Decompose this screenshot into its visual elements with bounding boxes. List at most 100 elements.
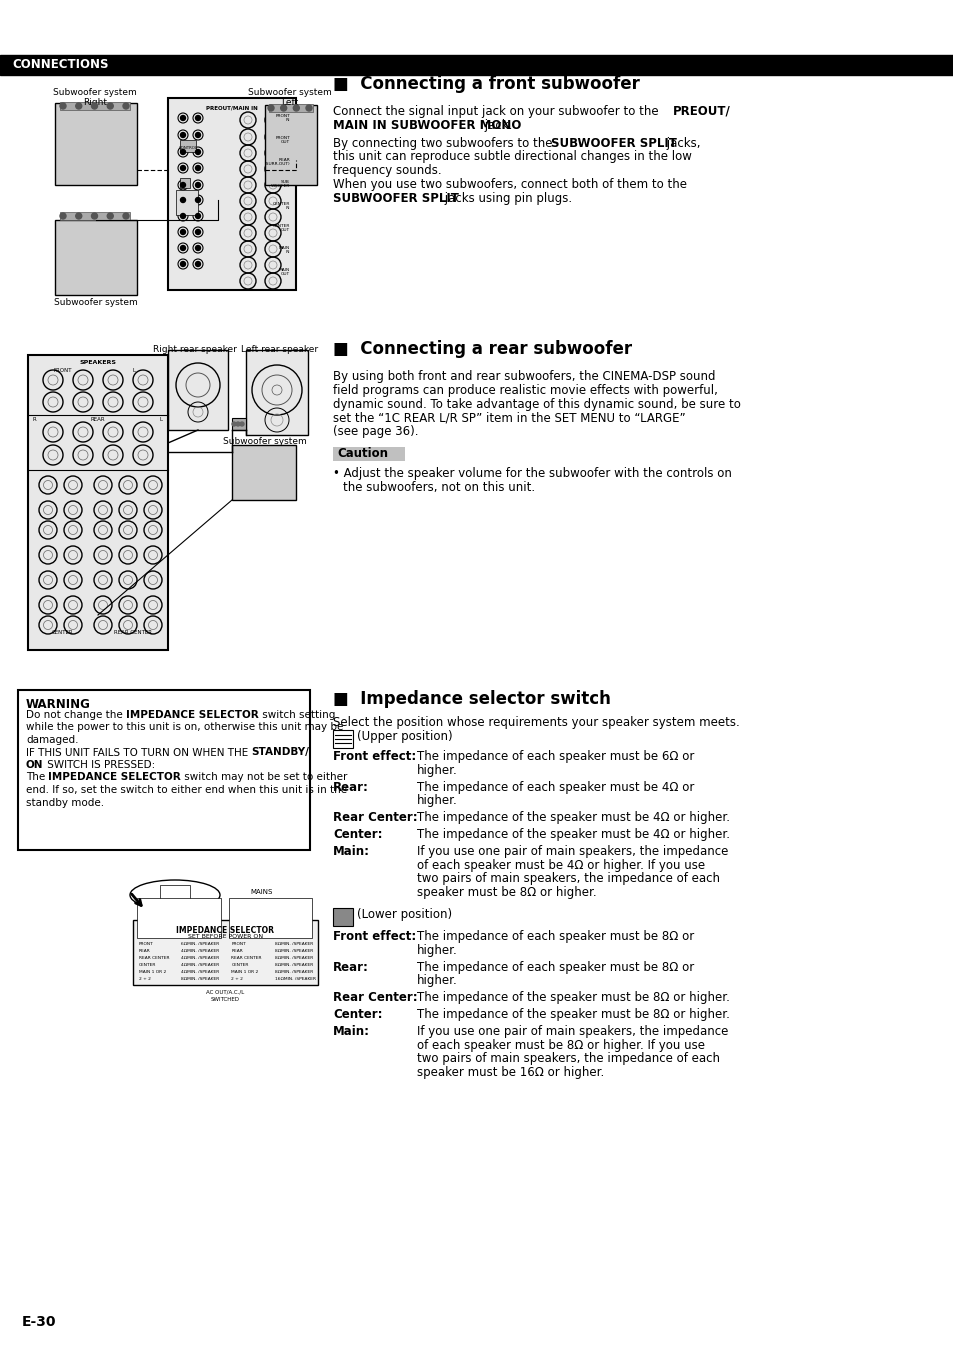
Text: (Lower position): (Lower position) [356, 908, 452, 921]
Text: field programs can produce realistic movie effects with powerful,: field programs can produce realistic mov… [333, 384, 717, 397]
Text: Center:: Center: [333, 1008, 382, 1021]
Text: 4ΩMIN. /SPEAKER: 4ΩMIN. /SPEAKER [181, 970, 219, 974]
Text: 4ΩMIN. /SPEAKER: 4ΩMIN. /SPEAKER [181, 948, 219, 952]
Bar [246, 350, 308, 435]
Circle shape [180, 115, 185, 120]
Bar [333, 908, 353, 925]
Text: SUBWOOFER SPLIT: SUBWOOFER SPLIT [333, 192, 458, 205]
Text: damaged.: damaged. [26, 735, 78, 744]
Bar [168, 350, 228, 430]
Text: ■  Impedance selector switch: ■ Impedance selector switch [333, 690, 610, 708]
Text: MAIN
OUT: MAIN OUT [278, 267, 290, 277]
Text: (see page 36).: (see page 36). [333, 426, 418, 438]
Text: CENTER
OUT: CENTER OUT [273, 224, 290, 232]
Bar [168, 99, 295, 290]
Text: Subwoofer system: Subwoofer system [53, 88, 136, 97]
Circle shape [195, 262, 200, 266]
Text: Left rear speaker: Left rear speaker [241, 345, 318, 354]
Bar [132, 920, 317, 985]
Text: REAR CENTER: REAR CENTER [139, 957, 170, 961]
Text: SET BEFORE POWER ON: SET BEFORE POWER ON [188, 934, 263, 939]
Text: 6ΩMIN. /SPEAKER: 6ΩMIN. /SPEAKER [181, 942, 219, 946]
Text: MAIN 1 OR 2: MAIN 1 OR 2 [232, 970, 258, 974]
Bar [0, 55, 953, 76]
Text: WARNING: WARNING [26, 698, 91, 711]
Text: MAINS: MAINS [250, 889, 273, 894]
Text: ■  Connecting a rear subwoofer: ■ Connecting a rear subwoofer [333, 340, 632, 358]
Text: (Upper position): (Upper position) [356, 730, 452, 743]
Text: 8ΩMIN. /SPEAKER: 8ΩMIN. /SPEAKER [275, 970, 314, 974]
Bar [232, 417, 246, 430]
Text: Right rear speaker: Right rear speaker [152, 345, 236, 354]
Text: MAIN IN SUBWOOFER MONO: MAIN IN SUBWOOFER MONO [333, 119, 521, 132]
Text: Subwoofer system: Subwoofer system [248, 88, 332, 97]
Text: higher.: higher. [416, 944, 457, 957]
Text: PREOUT/: PREOUT/ [672, 105, 730, 118]
Bar [28, 355, 168, 650]
Text: Main:: Main: [333, 1025, 370, 1038]
Text: REAR: REAR [91, 417, 105, 422]
Text: dynamic sound. To take advantage of this dynamic sound, be sure to: dynamic sound. To take advantage of this… [333, 397, 740, 411]
Text: L: L [132, 367, 136, 373]
Circle shape [180, 213, 185, 219]
Text: Do not change the: Do not change the [26, 711, 126, 720]
Text: FRONT: FRONT [232, 942, 246, 946]
Text: Front effect:: Front effect: [333, 929, 416, 943]
Text: 8ΩMIN. /SPEAKER: 8ΩMIN. /SPEAKER [275, 942, 314, 946]
Bar [230, 898, 312, 938]
Text: higher.: higher. [416, 794, 457, 808]
Bar [60, 212, 130, 220]
Text: jack.: jack. [480, 119, 512, 132]
Circle shape [91, 213, 97, 219]
Text: The: The [26, 773, 49, 782]
Circle shape [180, 230, 185, 235]
Text: CONNECTIONS: CONNECTIONS [12, 58, 109, 72]
Text: of each speaker must be 4Ω or higher. If you use: of each speaker must be 4Ω or higher. If… [416, 859, 704, 871]
Text: FRONT: FRONT [53, 367, 72, 373]
Text: FRONT
OUT: FRONT OUT [275, 135, 290, 145]
Circle shape [240, 422, 244, 426]
Circle shape [180, 182, 185, 188]
Text: SUBWOOFER SPLIT: SUBWOOFER SPLIT [551, 136, 677, 150]
Text: The impedance of each speaker must be 8Ω or: The impedance of each speaker must be 8Ω… [416, 929, 694, 943]
Circle shape [195, 166, 200, 170]
Text: PREOUT/MAIN IN: PREOUT/MAIN IN [206, 105, 257, 109]
Text: switch setting: switch setting [258, 711, 335, 720]
Text: CENTER: CENTER [52, 630, 73, 635]
Circle shape [195, 246, 200, 250]
Text: jacks using pin plugs.: jacks using pin plugs. [440, 192, 572, 205]
Bar [60, 101, 130, 109]
Text: CONTROL: CONTROL [178, 146, 197, 150]
Text: MAIN
IN: MAIN IN [278, 246, 290, 254]
Text: STANDBY/: STANDBY/ [252, 747, 309, 758]
Bar [55, 103, 137, 185]
Text: The impedance of the speaker must be 4Ω or higher.: The impedance of the speaker must be 4Ω … [416, 811, 729, 824]
Text: Connect the signal input jack on your subwoofer to the: Connect the signal input jack on your su… [333, 105, 661, 118]
Circle shape [268, 105, 274, 111]
Text: Left: Left [281, 99, 298, 107]
Text: switch may not be set to either: switch may not be set to either [181, 773, 347, 782]
Text: If you use one pair of main speakers, the impedance: If you use one pair of main speakers, th… [416, 844, 727, 858]
Text: end. If so, set the switch to either end when this unit is in the: end. If so, set the switch to either end… [26, 785, 347, 794]
Text: 8ΩMIN. /SPEAKER: 8ΩMIN. /SPEAKER [275, 948, 314, 952]
Text: REAR: REAR [232, 948, 243, 952]
Bar [180, 178, 190, 188]
Text: CENTER: CENTER [232, 963, 249, 967]
Text: two pairs of main speakers, the impedance of each: two pairs of main speakers, the impedanc… [416, 1052, 720, 1066]
Circle shape [306, 105, 312, 111]
Text: FRONT: FRONT [139, 942, 153, 946]
Text: E-30: E-30 [22, 1315, 56, 1329]
Text: The impedance of the speaker must be 8Ω or higher.: The impedance of the speaker must be 8Ω … [416, 1008, 729, 1021]
Circle shape [75, 103, 82, 109]
Text: Main:: Main: [333, 844, 370, 858]
Circle shape [195, 132, 200, 138]
Text: Subwoofer system: Subwoofer system [54, 299, 138, 307]
Circle shape [280, 105, 286, 111]
Text: CENTER: CENTER [139, 963, 156, 967]
Text: higher.: higher. [416, 974, 457, 988]
Circle shape [180, 150, 185, 154]
Text: REAR: REAR [139, 948, 151, 952]
Text: ■  Connecting a front subwoofer: ■ Connecting a front subwoofer [333, 76, 639, 93]
Text: The impedance of each speaker must be 4Ω or: The impedance of each speaker must be 4Ω… [416, 781, 694, 793]
Circle shape [195, 182, 200, 188]
